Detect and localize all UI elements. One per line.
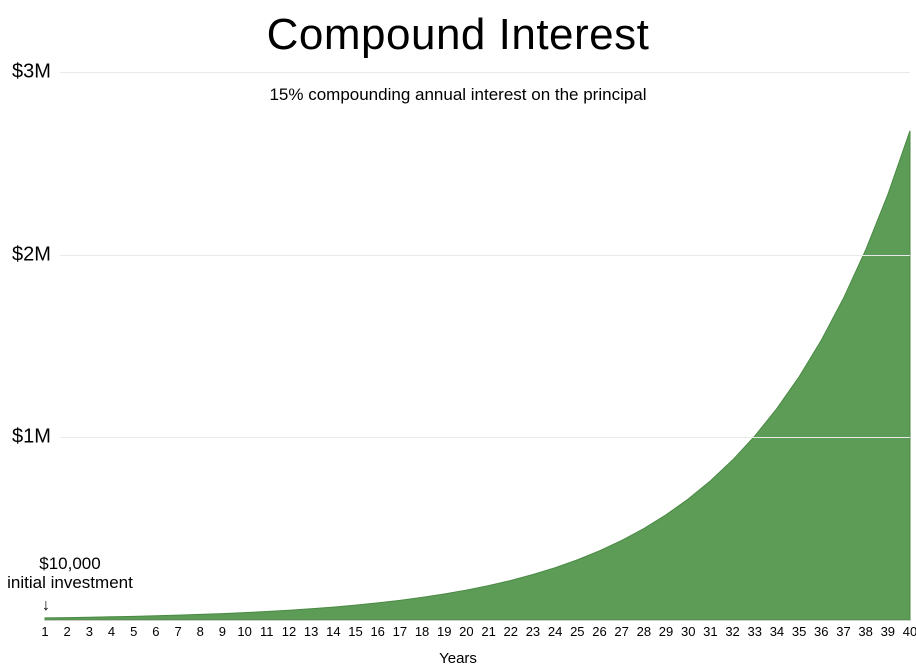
x-tick-label: 36 [814, 624, 828, 639]
x-tick-label: 14 [326, 624, 340, 639]
x-tick-label: 11 [260, 624, 274, 639]
x-tick-label: 39 [881, 624, 895, 639]
x-tick-label: 8 [197, 624, 204, 639]
x-axis-line [45, 620, 910, 621]
down-arrow-icon: ↓ [42, 598, 50, 614]
x-tick-label: 21 [481, 624, 495, 639]
annotation-line-2: initial investment [0, 574, 140, 593]
x-tick-label: 26 [592, 624, 606, 639]
x-tick-label: 9 [219, 624, 226, 639]
x-tick-label: 6 [152, 624, 159, 639]
x-tick-label: 3 [86, 624, 93, 639]
x-tick-label: 23 [526, 624, 540, 639]
y-tick-label: $1M [12, 426, 51, 449]
gridline [60, 255, 910, 256]
x-tick-label: 37 [836, 624, 850, 639]
x-tick-label: 16 [370, 624, 384, 639]
x-tick-label: 10 [237, 624, 251, 639]
x-tick-label: 17 [393, 624, 407, 639]
x-tick-label: 25 [570, 624, 584, 639]
x-tick-label: 22 [504, 624, 518, 639]
x-tick-label: 24 [548, 624, 562, 639]
x-tick-label: 27 [614, 624, 628, 639]
x-tick-label: 19 [437, 624, 451, 639]
area-series [45, 72, 910, 620]
x-tick-label: 5 [130, 624, 137, 639]
x-tick-label: 38 [858, 624, 872, 639]
annotation-line-1: $10,000 [0, 555, 140, 574]
plot-area [45, 72, 910, 620]
x-tick-label: 31 [703, 624, 717, 639]
x-tick-label: 33 [748, 624, 762, 639]
chart-title: Compound Interest [0, 10, 916, 60]
x-tick-label: 4 [108, 624, 115, 639]
x-tick-label: 20 [459, 624, 473, 639]
x-tick-label: 35 [792, 624, 806, 639]
x-tick-label: 40 [903, 624, 916, 639]
x-tick-label: 2 [64, 624, 71, 639]
area-fill [45, 131, 910, 620]
gridline [60, 72, 910, 73]
x-tick-label: 15 [348, 624, 362, 639]
x-tick-label: 28 [637, 624, 651, 639]
x-tick-label: 34 [770, 624, 784, 639]
gridline [60, 437, 910, 438]
x-tick-label: 30 [681, 624, 695, 639]
x-tick-label: 1 [41, 624, 48, 639]
x-tick-label: 12 [282, 624, 296, 639]
x-tick-label: 29 [659, 624, 673, 639]
y-tick-label: $3M [12, 61, 51, 84]
x-axis-title: Years [0, 650, 916, 667]
x-tick-label: 13 [304, 624, 318, 639]
y-tick-label: $2M [12, 243, 51, 266]
initial-investment-annotation: $10,000 initial investment [0, 555, 140, 592]
x-tick-label: 7 [174, 624, 181, 639]
x-tick-label: 32 [725, 624, 739, 639]
x-tick-label: 18 [415, 624, 429, 639]
